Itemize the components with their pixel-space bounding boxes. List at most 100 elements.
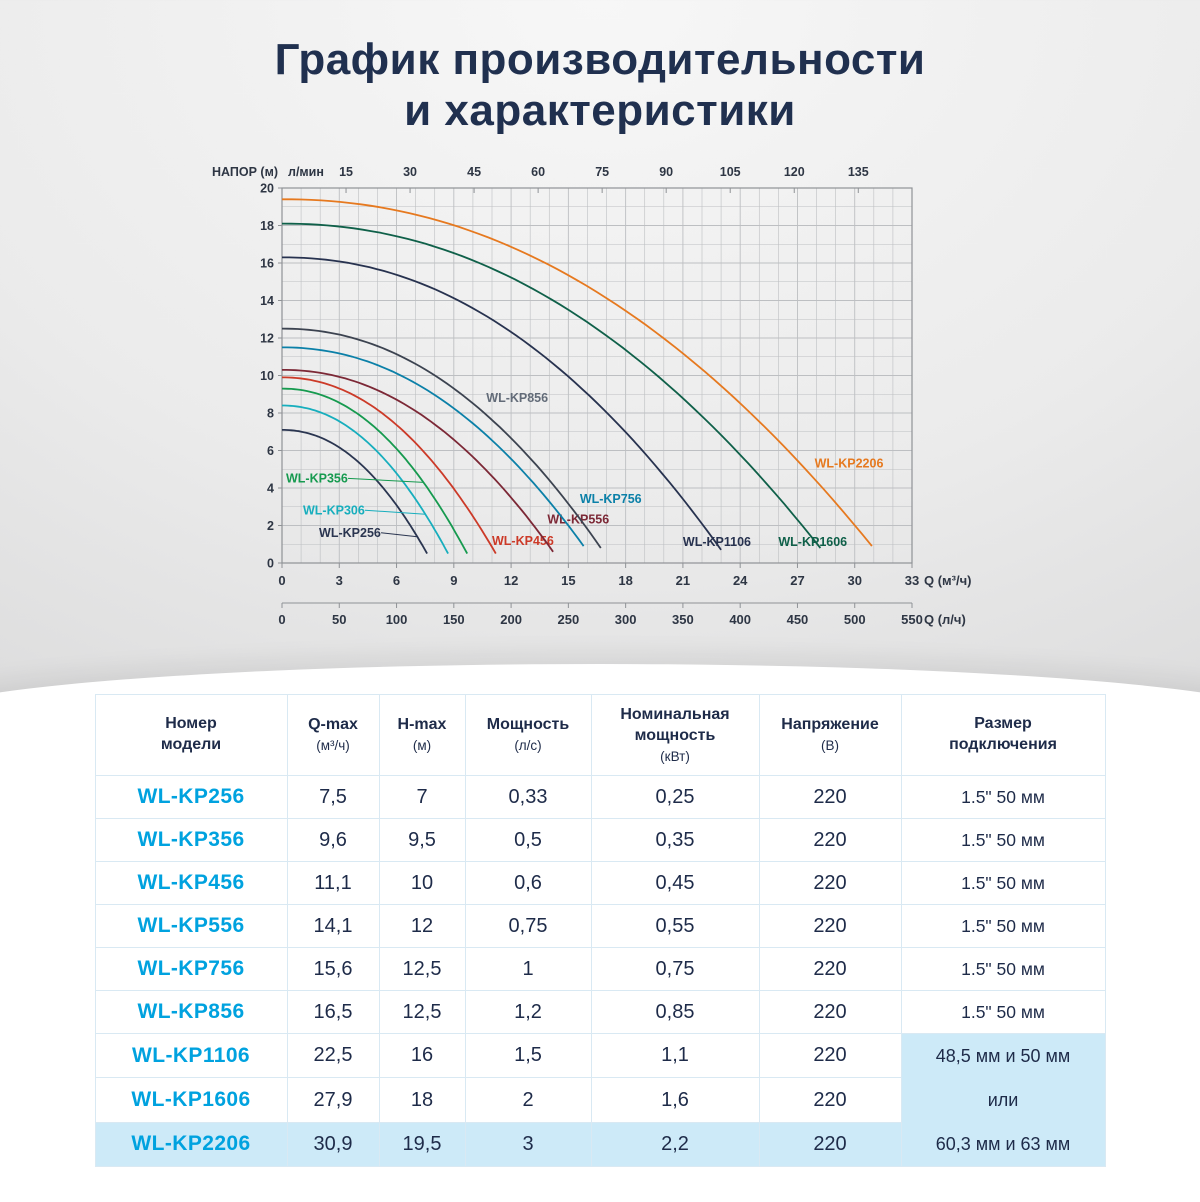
top-axis-tick-label: 30 [403, 165, 417, 179]
table-body: WL-KP256 7,5 7 0,33 0,25 220 1.5" 50 мм WL-KP35… [94, 775, 1106, 1168]
x-axis1-title: Q (м³/ч) [924, 573, 972, 588]
page-title: График производительности и характеристи… [0, 34, 1200, 136]
model-name-cell: WL-KP256 [94, 775, 288, 820]
table-row: WL-KP856 16,5 12,5 1,2 0,85 220 1.5" 50 мм [94, 990, 1106, 1035]
cell-voltage: 220 [758, 1077, 902, 1123]
y-axis-tick-label: 20 [260, 182, 274, 196]
column-header: H-max (м) [378, 693, 466, 777]
cell-qmax: 30,9 [286, 1121, 380, 1168]
curve-leader-WL-KP356 [347, 477, 424, 483]
cell-hmax: 7 [378, 775, 466, 820]
model-name-cell: WL-KP756 [94, 947, 288, 992]
top-axis-tick-label: 15 [339, 165, 353, 179]
cell-power: 3 [464, 1121, 592, 1168]
y-axis-tick-label: 18 [260, 219, 274, 233]
x-axis2-tick-label: 400 [729, 612, 751, 627]
top-axis-tick-label: 45 [467, 165, 481, 179]
curve-label-WL-KP856: WL-KP856 [486, 391, 548, 405]
x-axis2-tick-label: 500 [844, 612, 866, 627]
table-row: WL-KP456 11,1 10 0,6 0,45 220 1.5" 50 мм [94, 861, 1106, 906]
curve-WL-KP1606 [281, 222, 822, 549]
x-axis2-tick-label: 450 [787, 612, 809, 627]
curve-label-WL-KP356: WL-KP356 [286, 471, 348, 485]
x-axis1-tick-label: 24 [733, 573, 748, 588]
column-header: Номер модели [94, 693, 288, 777]
cell-hmax: 12 [378, 904, 466, 949]
curve-label-WL-KP306: WL-KP306 [303, 503, 365, 517]
cell-hmax: 12,5 [378, 947, 466, 992]
table-row: WL-KP256 7,5 7 0,33 0,25 220 1.5" 50 мм [94, 775, 1106, 820]
x-axis2-title: Q (л/ч) [924, 612, 966, 627]
curve-label-WL-KP256: WL-KP256 [319, 526, 381, 540]
cell-hmax: 16 [378, 1033, 466, 1079]
cell-nominal: 0,25 [590, 775, 760, 820]
cell-power: 1 [464, 947, 592, 992]
cell-power: 0,6 [464, 861, 592, 906]
curve-WL-KP356 [281, 387, 468, 555]
table-row: WL-KP1606 27,9 18 2 1,6 220 [94, 1077, 1105, 1123]
cell-power: 2 [464, 1077, 592, 1123]
curve-WL-KP256 [282, 429, 428, 555]
cell-nominal: 2,2 [590, 1121, 760, 1168]
x-axis1-tick-label: 18 [618, 573, 632, 588]
cell-qmax: 22,5 [286, 1033, 380, 1079]
x-axis2-tick-label: 150 [443, 612, 465, 627]
page-title-line1: График производительности [274, 35, 926, 84]
model-name-cell: WL-KP556 [94, 904, 288, 949]
performance-chart: НАПОР (м) л/мин 15 30 45 60 75 90 105 120 135 0 2 4 6 8… [212, 158, 982, 638]
curve-WL-KP556 [282, 369, 554, 553]
curve-label-WL-KP756: WL-KP756 [580, 492, 642, 506]
table-row: WL-KP2206 30,9 19,5 3 2,2 220 [94, 1121, 1105, 1168]
table-row: WL-KP356 9,6 9,5 0,5 0,35 220 1.5" 50 мм [94, 818, 1106, 863]
spec-table: Номер модели Q-max (м³/ч) H-max (м) Мощность (л… [94, 693, 1106, 1168]
cell-voltage: 220 [758, 1121, 902, 1168]
column-header: Q-max (м³/ч) [286, 693, 380, 777]
curve-label-WL-KP1606: WL-KP1606 [778, 535, 847, 549]
curve-WL-KP756 [282, 346, 585, 547]
y-axis-tick-label: 12 [260, 332, 274, 346]
x-axis2-tick-label: 100 [386, 612, 408, 627]
x-axis1-tick-label: 27 [790, 573, 804, 588]
cell-voltage: 220 [758, 947, 902, 992]
x-axis1-tick-label: 30 [847, 573, 861, 588]
top-axis-tick-label: 60 [531, 165, 545, 179]
curve-label-WL-KP2206: WL-KP2206 [815, 456, 884, 470]
column-header: Размер подключения [900, 693, 1106, 777]
cell-nominal: 0,55 [590, 904, 760, 949]
table-row: WL-KP1106 22,5 16 1,5 1,1 220 48,5 мм и 50 мм и… [94, 1033, 1106, 1168]
cell-voltage: 220 [758, 775, 902, 820]
cell-nominal: 0,35 [590, 818, 760, 863]
y-axis-tick-label: 2 [267, 519, 274, 533]
cell-voltage: 220 [758, 904, 902, 949]
model-name-cell: WL-KP1106 [94, 1033, 288, 1079]
cell-connection-merged: 48,5 мм и 50 мм или 60,3 мм и 63 мм [900, 1033, 1106, 1168]
cell-voltage: 220 [758, 990, 902, 1035]
specs-panel: Номер модели Q-max (м³/ч) H-max (м) Мощность (л… [0, 664, 1200, 1202]
cell-hmax: 10 [378, 861, 466, 906]
x-axis2-tick-label: 350 [672, 612, 694, 627]
column-header: Номинальная мощность (кВт) [590, 693, 760, 777]
table-row: WL-KP556 14,1 12 0,75 0,55 220 1.5" 50 мм [94, 904, 1106, 949]
top-axis-tick-label: 75 [595, 165, 609, 179]
column-header: Мощность (л/с) [464, 693, 592, 777]
cell-connection: 1.5" 50 мм [900, 775, 1106, 820]
x-axis1-tick-label: 9 [450, 573, 457, 588]
x-axis2-tick-label: 550 [901, 612, 923, 627]
curve-WL-KP1106 [282, 256, 722, 551]
cell-hmax: 19,5 [378, 1121, 466, 1168]
cell-power: 0,33 [464, 775, 592, 820]
top-axis-title: л/мин [288, 165, 324, 179]
x-axis2-tick-label: 0 [278, 612, 285, 627]
y-axis-tick-label: 8 [267, 407, 274, 421]
top-axis-tick-label: 135 [848, 165, 869, 179]
y-axis-tick-label: 16 [260, 257, 274, 271]
curve-leader-WL-KP306 [364, 509, 426, 515]
y-axis-title: НАПОР (м) [212, 165, 278, 179]
x-axis1-tick-label: 6 [393, 573, 400, 588]
column-header: Напряжение (В) [758, 693, 902, 777]
x-axis2-tick-label: 300 [615, 612, 637, 627]
cell-qmax: 15,6 [286, 947, 380, 992]
cell-hmax: 9,5 [378, 818, 466, 863]
x-axis2-tick-label: 250 [558, 612, 580, 627]
curve-label-WL-KP556: WL-KP556 [547, 513, 609, 527]
